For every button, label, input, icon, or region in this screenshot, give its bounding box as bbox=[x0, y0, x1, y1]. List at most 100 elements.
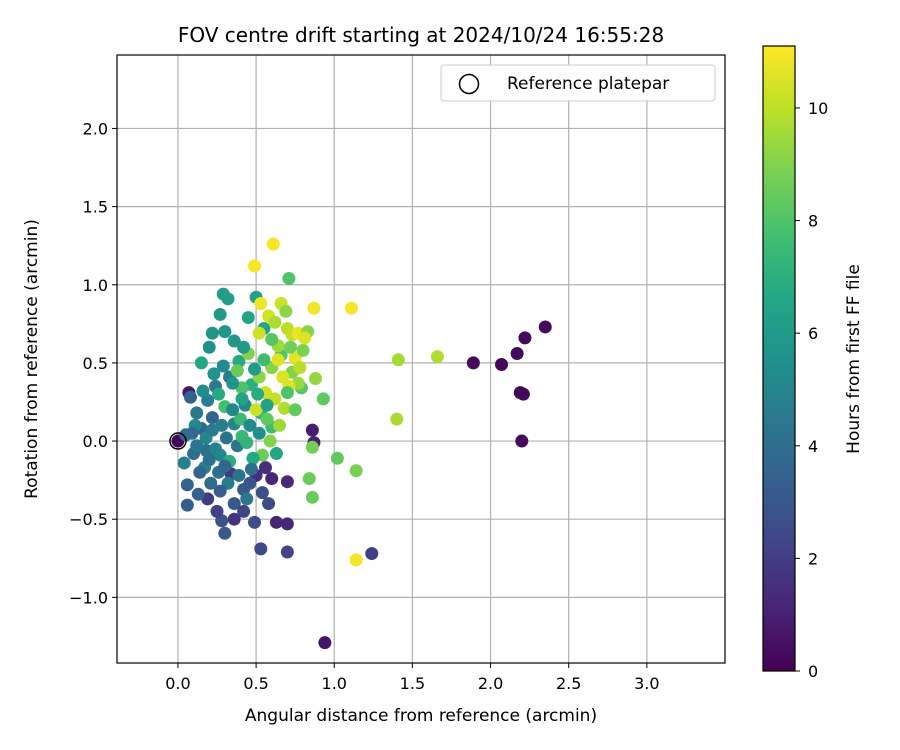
data-point bbox=[237, 504, 251, 518]
colorbar-tick-label: 0 bbox=[808, 662, 818, 681]
data-point bbox=[241, 311, 255, 325]
data-point bbox=[240, 492, 254, 506]
colorbar-tick-label: 2 bbox=[808, 549, 818, 568]
data-point bbox=[280, 517, 294, 531]
data-point bbox=[248, 362, 262, 376]
data-point bbox=[249, 403, 263, 417]
data-point bbox=[260, 398, 274, 412]
x-tick-label: 1.0 bbox=[322, 674, 347, 693]
data-point bbox=[257, 353, 271, 367]
data-point bbox=[280, 545, 294, 559]
chart-title: FOV centre drift starting at 2024/10/24 … bbox=[178, 23, 664, 47]
data-point bbox=[248, 515, 262, 529]
data-point bbox=[177, 456, 191, 470]
data-point bbox=[218, 459, 232, 473]
data-point bbox=[258, 461, 272, 475]
data-point bbox=[298, 331, 312, 345]
data-point bbox=[210, 504, 224, 518]
data-point bbox=[538, 320, 552, 334]
data-point bbox=[349, 464, 363, 478]
data-point bbox=[227, 497, 241, 511]
y-tick-label: 1.5 bbox=[83, 198, 108, 217]
y-tick-label: −0.5 bbox=[69, 510, 108, 529]
data-point bbox=[268, 315, 282, 329]
data-point bbox=[215, 418, 229, 432]
points-layer bbox=[171, 237, 552, 650]
data-point bbox=[244, 462, 258, 476]
data-point bbox=[305, 490, 319, 504]
data-point bbox=[190, 406, 204, 420]
data-point bbox=[305, 423, 319, 437]
legend: Reference platepar bbox=[440, 64, 716, 102]
y-axis-label: Rotation from reference (arcmin) bbox=[22, 219, 42, 499]
data-point bbox=[262, 497, 276, 511]
data-point bbox=[269, 515, 283, 529]
data-point bbox=[283, 340, 297, 354]
grid bbox=[117, 55, 725, 663]
data-point bbox=[218, 325, 232, 339]
data-point bbox=[316, 392, 330, 406]
x-tick-label: 2.0 bbox=[478, 674, 503, 693]
data-point bbox=[255, 486, 269, 500]
reference-platepar-marker bbox=[169, 432, 187, 450]
data-point bbox=[248, 259, 262, 273]
data-point bbox=[510, 347, 524, 361]
data-point bbox=[218, 526, 232, 540]
x-ticks: 0.0 0.5 1.0 1.5 2.0 2.5 3.0 bbox=[165, 663, 660, 693]
data-point bbox=[251, 387, 265, 401]
data-point bbox=[180, 498, 194, 512]
x-axis-label: Angular distance from reference (arcmin) bbox=[245, 706, 597, 726]
data-point bbox=[318, 636, 332, 650]
x-tick-label: 1.5 bbox=[400, 674, 425, 693]
y-tick-label: 0.5 bbox=[83, 354, 108, 373]
data-point bbox=[183, 390, 197, 404]
legend-label: Reference platepar bbox=[507, 74, 669, 94]
data-point bbox=[390, 412, 404, 426]
data-point bbox=[263, 434, 277, 448]
data-point bbox=[254, 542, 268, 556]
data-point bbox=[232, 468, 246, 482]
data-point bbox=[273, 418, 287, 432]
colorbar-ticks: 0 2 4 6 8 10 bbox=[795, 99, 828, 681]
colorbar-label: Hours from first FF file bbox=[844, 264, 864, 454]
data-point bbox=[205, 411, 219, 425]
colorbar-gradient bbox=[762, 45, 796, 672]
data-point bbox=[240, 436, 254, 450]
colorbar-tick-label: 8 bbox=[808, 212, 818, 231]
y-tick-label: 2.0 bbox=[83, 119, 108, 138]
data-point bbox=[365, 547, 379, 561]
data-point bbox=[344, 301, 358, 315]
data-point bbox=[430, 350, 444, 364]
data-point bbox=[213, 307, 227, 321]
data-point bbox=[243, 418, 257, 432]
data-point bbox=[254, 297, 268, 311]
data-point bbox=[280, 475, 294, 489]
data-point bbox=[227, 512, 241, 526]
data-point bbox=[265, 472, 279, 486]
data-point bbox=[202, 453, 216, 467]
data-point bbox=[308, 372, 322, 386]
data-point bbox=[307, 301, 321, 315]
data-point bbox=[279, 304, 293, 318]
data-point bbox=[180, 478, 194, 492]
colorbar-tick-label: 4 bbox=[808, 437, 818, 456]
data-point bbox=[349, 553, 363, 567]
y-tick-label: −1.0 bbox=[69, 588, 108, 607]
plot-frame bbox=[116, 54, 726, 664]
data-point bbox=[233, 412, 247, 426]
data-point bbox=[226, 376, 240, 390]
legend-box bbox=[440, 64, 716, 102]
y-ticks: −1.0 −0.5 0.0 0.5 1.0 1.5 2.0 bbox=[69, 119, 117, 607]
data-point bbox=[193, 465, 207, 479]
data-point bbox=[205, 326, 219, 340]
data-point bbox=[237, 340, 251, 354]
data-point bbox=[196, 384, 210, 398]
y-tick-label: 0.0 bbox=[83, 432, 108, 451]
data-point bbox=[204, 476, 218, 490]
data-point bbox=[194, 356, 208, 370]
legend-marker-icon bbox=[458, 73, 480, 95]
data-point bbox=[226, 403, 240, 417]
colorbar: 0 2 4 6 8 10 Hours from first FF file bbox=[762, 45, 864, 681]
data-point bbox=[277, 401, 291, 415]
